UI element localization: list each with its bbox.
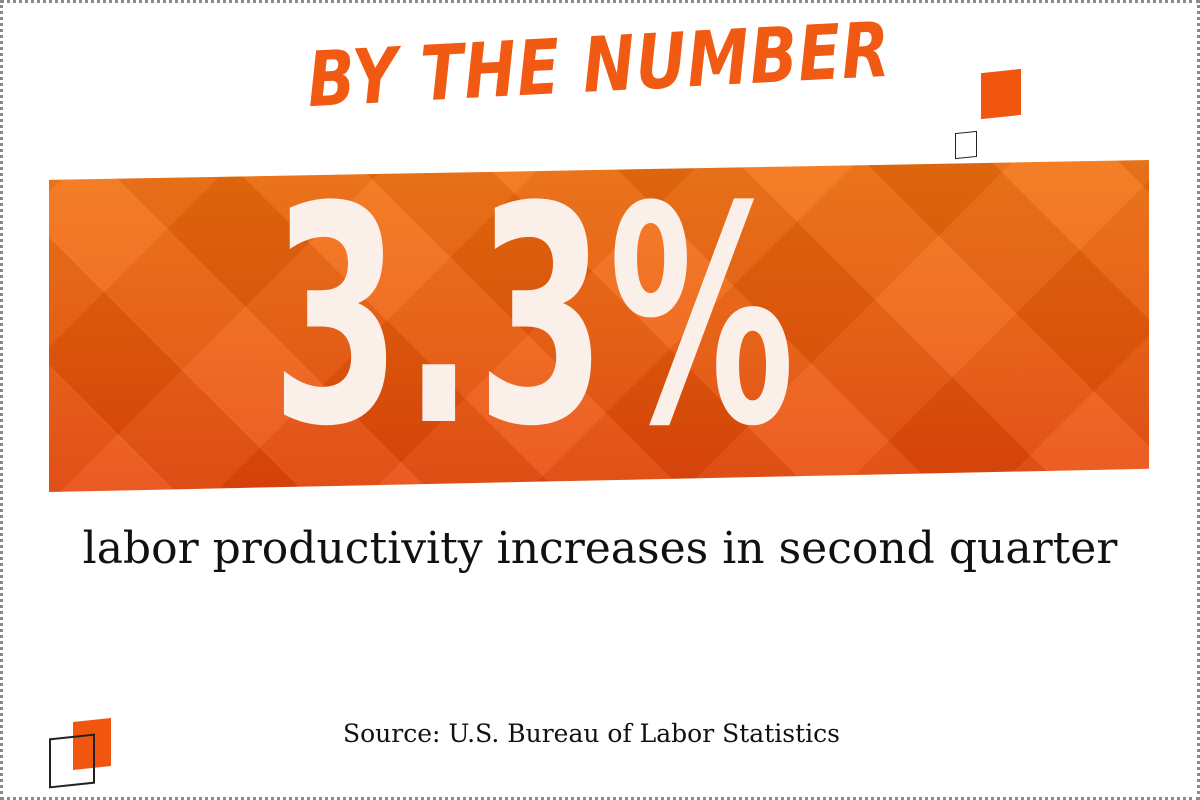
outline-square-accent-bottom: [49, 733, 95, 789]
stat-value: 3.3%: [271, 160, 798, 492]
stat-banner: 3.3%: [49, 160, 1149, 492]
headline: BY THE NUMBER: [305, 4, 893, 125]
outline-square-accent: [955, 130, 977, 160]
stat-description: labor productivity increases in second q…: [82, 523, 1118, 574]
source-credit: Source: U.S. Bureau of Labor Statistics: [343, 719, 840, 748]
orange-square-accent: [981, 68, 1021, 120]
